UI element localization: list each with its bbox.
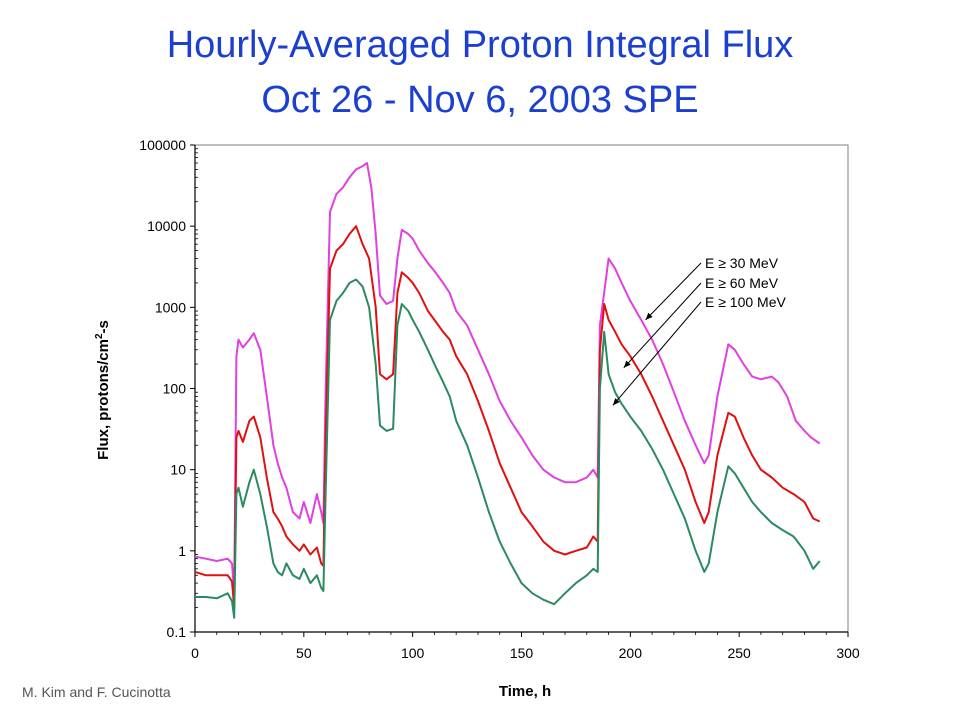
credit-text: M. Kim and F. Cucinotta (22, 684, 171, 700)
legend-arrowhead-3 (612, 398, 620, 406)
series-line-3 (195, 278, 821, 619)
plot-area-frame (194, 144, 849, 633)
legend-label-2: E ≥ 60 MeV (705, 275, 779, 291)
legend-arrow-2 (623, 282, 702, 369)
y-tick-label: 10000 (147, 218, 186, 234)
x-tick-label: 100 (401, 645, 425, 661)
x-axis-label: Time, h (498, 683, 552, 700)
x-tick-label: 50 (296, 645, 312, 661)
y-tick-label: 1 (178, 543, 186, 559)
y-tick-label: 0.1 (167, 624, 187, 640)
y-tick-label: 1000 (155, 299, 186, 315)
chart-title-line1: Hourly-Averaged Proton Integral Flux (166, 24, 794, 66)
x-tick-label: 150 (510, 645, 534, 661)
legend-label-1: E ≥ 30 MeV (705, 255, 779, 271)
legend-label-3: E ≥ 100 MeV (705, 294, 786, 310)
series-line-2 (194, 225, 821, 609)
legend-arrowhead-2 (623, 360, 631, 368)
legend-arrow-1 (645, 262, 702, 321)
y-axis-label: Flux, protons/cm2-s (94, 320, 112, 460)
x-tick-label: 0 (191, 645, 199, 661)
legend-arrowhead-1 (645, 312, 653, 320)
chart-title-line2: Oct 26 - Nov 6, 2003 SPE (261, 79, 699, 121)
y-tick-label: 100 (163, 381, 187, 397)
series-line-1 (194, 162, 821, 595)
x-tick-label: 200 (619, 645, 643, 661)
legend-arrow-3 (612, 301, 702, 406)
y-tick-label: 100000 (139, 137, 186, 153)
x-tick-label: 250 (727, 645, 751, 661)
y-tick-label: 10 (170, 462, 186, 478)
x-tick-label: 300 (836, 645, 860, 661)
